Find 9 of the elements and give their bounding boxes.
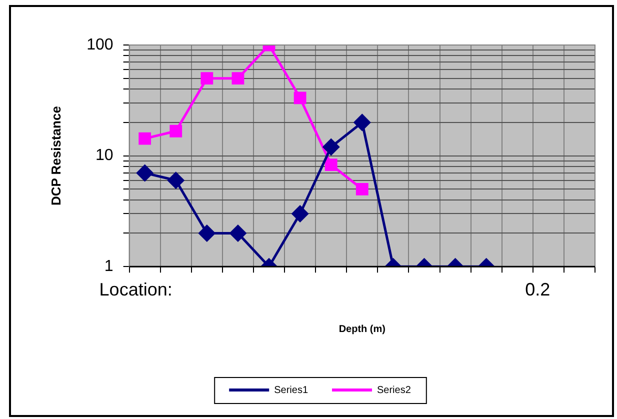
text: 0.2 <box>525 280 550 300</box>
y-tick-label: 1 <box>104 258 114 276</box>
y-tick-label: 10 <box>96 147 114 164</box>
y-tick-label: 100 <box>86 36 114 54</box>
legend-label: Series1 <box>274 384 308 396</box>
legend-label: Series2 <box>377 384 412 396</box>
y-axis-title: DCP Resistance <box>48 106 64 206</box>
text: Location: <box>99 280 172 300</box>
x-axis-title: Depth (m) <box>338 324 386 335</box>
